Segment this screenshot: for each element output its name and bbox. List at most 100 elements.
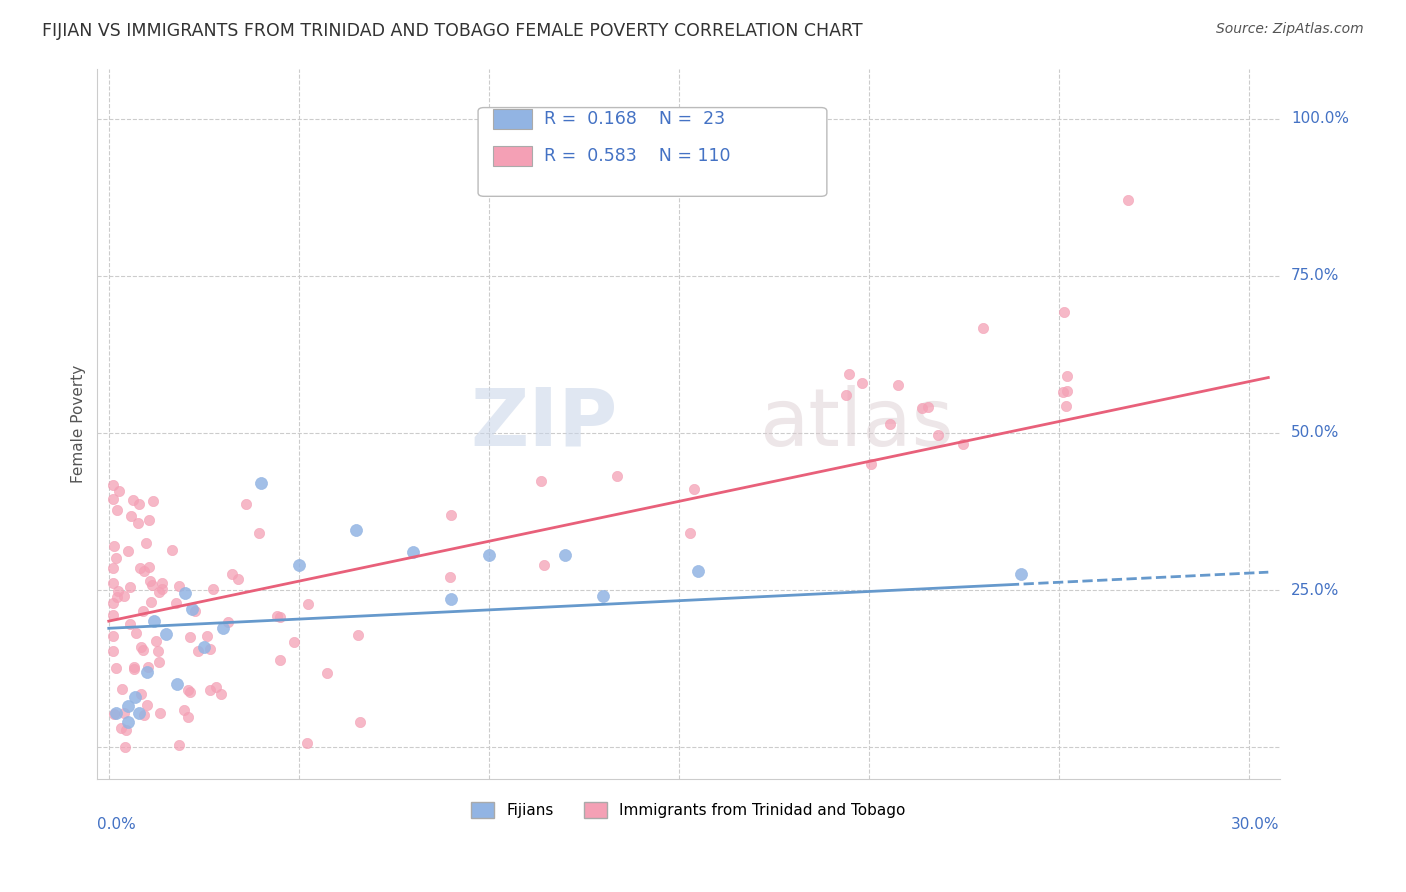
Point xyxy=(111,682,134,697)
Point xyxy=(179,630,201,644)
Point xyxy=(105,706,128,720)
Point xyxy=(176,683,198,698)
Point xyxy=(132,708,155,723)
Point xyxy=(679,525,702,540)
Point xyxy=(112,589,135,603)
Text: 0.0%: 0.0% xyxy=(97,817,136,832)
Point xyxy=(105,590,128,604)
Point xyxy=(533,558,555,572)
Point xyxy=(297,736,319,750)
Point xyxy=(211,621,233,635)
Text: R =  0.168    N =  23: R = 0.168 N = 23 xyxy=(544,110,725,128)
Point xyxy=(972,321,994,335)
Point xyxy=(148,655,170,669)
Point xyxy=(181,602,204,616)
Text: atlas: atlas xyxy=(759,384,953,463)
Point xyxy=(104,551,127,566)
Point xyxy=(105,502,128,516)
Point xyxy=(250,476,273,491)
Point xyxy=(129,640,152,655)
Text: 75.0%: 75.0% xyxy=(1291,268,1339,284)
Point xyxy=(139,594,162,608)
Point xyxy=(122,662,145,676)
Point xyxy=(205,680,228,694)
Point xyxy=(344,524,367,538)
Point xyxy=(117,699,139,714)
Text: 25.0%: 25.0% xyxy=(1291,582,1339,598)
Point xyxy=(134,565,156,579)
Point xyxy=(101,596,124,610)
Point xyxy=(554,549,576,563)
Point xyxy=(135,665,157,679)
Point xyxy=(1056,369,1078,384)
Point xyxy=(138,513,160,527)
Point xyxy=(166,677,188,691)
Point xyxy=(683,482,706,496)
Point xyxy=(117,544,139,558)
Point xyxy=(155,627,177,641)
Point xyxy=(112,706,135,720)
Point xyxy=(122,493,145,508)
Point xyxy=(193,640,215,654)
Text: 50.0%: 50.0% xyxy=(1291,425,1339,441)
Point xyxy=(114,739,136,754)
Point xyxy=(101,629,124,643)
Point xyxy=(235,497,257,511)
Point xyxy=(269,653,291,667)
Point xyxy=(209,687,232,701)
Point xyxy=(128,497,150,511)
Point xyxy=(167,738,190,752)
Point xyxy=(101,478,124,492)
Point xyxy=(911,401,934,416)
Point xyxy=(145,634,167,648)
Point xyxy=(297,597,319,611)
Point xyxy=(1053,305,1076,319)
Point xyxy=(1010,567,1032,582)
Point xyxy=(118,580,141,594)
Point xyxy=(150,576,173,591)
Point xyxy=(1116,194,1139,208)
Point xyxy=(117,714,139,729)
Point xyxy=(107,584,129,599)
Point xyxy=(108,483,131,498)
Point xyxy=(221,567,243,582)
Point xyxy=(1056,384,1078,398)
Point xyxy=(440,508,463,522)
FancyBboxPatch shape xyxy=(494,109,533,128)
Point xyxy=(165,596,187,610)
Point xyxy=(834,388,856,402)
Point xyxy=(530,474,553,488)
Text: Source: ZipAtlas.com: Source: ZipAtlas.com xyxy=(1216,22,1364,37)
Point xyxy=(103,539,125,553)
Point xyxy=(124,690,146,704)
Point xyxy=(127,516,149,530)
Point xyxy=(440,592,463,607)
Point xyxy=(349,714,371,729)
Point xyxy=(128,561,150,575)
Point xyxy=(105,661,128,675)
Point xyxy=(129,687,152,701)
Point xyxy=(927,428,949,442)
Point xyxy=(439,569,461,583)
FancyBboxPatch shape xyxy=(478,108,827,196)
Point xyxy=(952,436,974,450)
Text: FIJIAN VS IMMIGRANTS FROM TRINIDAD AND TOBAGO FEMALE POVERTY CORRELATION CHART: FIJIAN VS IMMIGRANTS FROM TRINIDAD AND T… xyxy=(42,22,863,40)
Point xyxy=(135,535,157,549)
Point xyxy=(478,549,501,563)
Point xyxy=(141,577,163,591)
Point xyxy=(838,368,860,382)
Point xyxy=(149,706,172,721)
Point xyxy=(283,635,305,649)
Point xyxy=(142,494,165,508)
Text: R =  0.583    N = 110: R = 0.583 N = 110 xyxy=(544,147,731,165)
Point xyxy=(167,579,190,593)
Text: ZIP: ZIP xyxy=(471,384,617,463)
Point xyxy=(101,575,124,590)
Point xyxy=(879,417,901,431)
Point xyxy=(226,572,249,586)
Point xyxy=(917,400,939,414)
Point xyxy=(101,561,124,575)
Point xyxy=(859,457,882,471)
Point xyxy=(103,707,125,722)
FancyBboxPatch shape xyxy=(494,146,533,166)
